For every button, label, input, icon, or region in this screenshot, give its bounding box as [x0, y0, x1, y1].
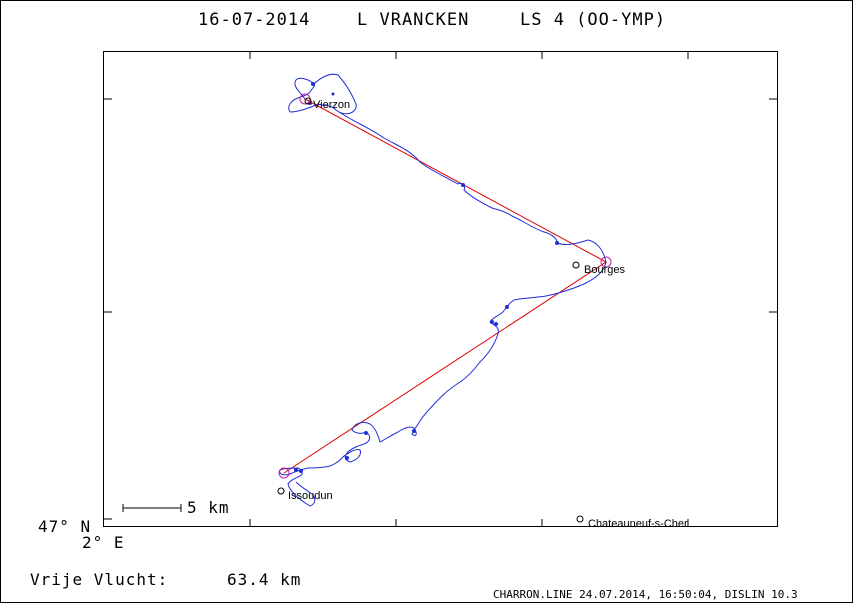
track-fix [461, 183, 465, 187]
footer-info: CHARRON.LINE 24.07.2014, 16:50:04, DISLI… [493, 588, 798, 601]
title-pilot: L VRANCKEN [357, 10, 469, 30]
summary-label: Vrije Vlucht: [30, 570, 168, 589]
turnpoint-finish-marker [278, 467, 290, 479]
title-date: 16-07-2014 [198, 10, 310, 30]
town-label-bourges: Bourges [584, 264, 625, 276]
town-label-vierzon: Vierzon [313, 99, 350, 111]
track-fixes [294, 82, 559, 473]
town-marker-vierzon [304, 97, 312, 105]
scale-bar: 5 km [122, 498, 230, 517]
town-markers: Vierzon Bourges Issoudun Chateauneuf-s-C… [277, 97, 688, 530]
town-label-chateauneuf: Chateauneuf-s-Cher [588, 518, 688, 530]
summary-distance: 63.4 km [227, 570, 301, 589]
track-fix [505, 305, 509, 309]
latitude-label: 47° N [38, 517, 91, 536]
town-marker-issoudun [277, 487, 285, 495]
turnpoints [278, 93, 612, 479]
title-glider: LS 4 (OO-YMP) [520, 10, 666, 30]
track-fix [294, 468, 298, 472]
track-fix [299, 469, 303, 473]
track-fix [490, 320, 494, 324]
turnpoint-bourges-marker [600, 256, 612, 268]
track-fix [412, 429, 416, 433]
town-marker-bourges [572, 261, 580, 269]
track-fix [345, 456, 349, 460]
track-fix [364, 431, 368, 435]
plot-frame [103, 51, 778, 527]
town-marker-chateauneuf [576, 515, 584, 523]
town-label-issoudun: Issoudun [288, 490, 333, 502]
flight-track [279, 73, 607, 507]
track-fix [555, 241, 559, 245]
axis-ticks [104, 51, 777, 527]
scale-bar-label: 5 km [187, 498, 230, 517]
track-fix [494, 322, 498, 326]
track-fix [331, 92, 335, 96]
track-fix [311, 82, 315, 86]
task-line [283, 98, 607, 474]
longitude-label: 2° E [82, 533, 125, 552]
